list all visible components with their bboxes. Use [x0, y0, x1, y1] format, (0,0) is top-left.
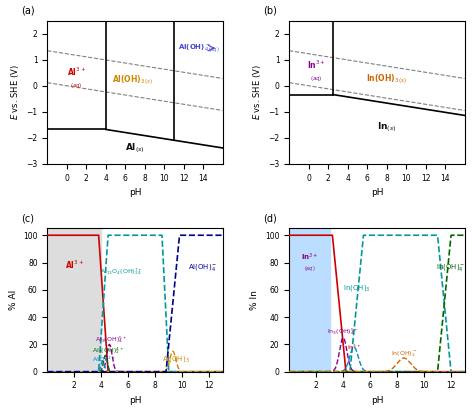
Text: Al(OH)$_3$: Al(OH)$_3$ [162, 354, 189, 364]
Text: In$_3$(OH)$_4^{5+}$: In$_3$(OH)$_4^{5+}$ [327, 326, 359, 337]
Text: Al$_2$(OH)$_2^{4+}$: Al$_2$(OH)$_2^{4+}$ [92, 346, 124, 356]
Text: In$_{(s)}$: In$_{(s)}$ [377, 121, 396, 134]
Text: In$^{3+}$
$_{(aq)}$: In$^{3+}$ $_{(aq)}$ [307, 59, 326, 84]
Text: (c): (c) [21, 213, 34, 223]
Bar [106, 21, 174, 164]
Text: (d): (d) [263, 213, 277, 223]
Text: Al(OH)$^-_{4\,(aq)}$: Al(OH)$^-_{4\,(aq)}$ [178, 42, 219, 54]
Text: Al$^{3+}$: Al$^{3+}$ [65, 259, 84, 271]
Text: Al$_{(s)}$: Al$_{(s)}$ [125, 141, 145, 155]
Bar [174, 21, 223, 164]
Y-axis label: % Al: % Al [9, 290, 18, 310]
Text: (b): (b) [263, 5, 277, 15]
Text: Al(OH)$_{3\,(s)}$: Al(OH)$_{3\,(s)}$ [112, 74, 154, 88]
X-axis label: pH: pH [371, 396, 383, 405]
Text: In$^{3+}$
$_{(aq)}$: In$^{3+}$ $_{(aq)}$ [301, 252, 318, 274]
Text: In(OH)$_4^-$: In(OH)$_4^-$ [437, 262, 465, 273]
Bar [289, 228, 330, 372]
Text: In(OH)$_{3\,(s)}$: In(OH)$_{3\,(s)}$ [366, 72, 407, 86]
Text: Al$_3$(OH)$_4^{5+}$: Al$_3$(OH)$_4^{5+}$ [95, 335, 127, 345]
X-axis label: pH: pH [129, 188, 141, 197]
X-axis label: pH: pH [371, 188, 383, 197]
Text: In$^{3+}$: In$^{3+}$ [346, 343, 361, 352]
Bar [47, 228, 101, 372]
Text: AlOH$^{2+}$: AlOH$^{2+}$ [92, 355, 116, 364]
Bar [47, 21, 106, 164]
Y-axis label: $E$ vs. SHE (V): $E$ vs. SHE (V) [251, 64, 263, 120]
Text: In(OH)$_2^-$: In(OH)$_2^-$ [391, 349, 417, 359]
Y-axis label: % In: % In [250, 290, 259, 310]
Y-axis label: $E$ vs. SHE (V): $E$ vs. SHE (V) [9, 64, 21, 120]
Text: In(OH)$_3$: In(OH)$_3$ [343, 283, 370, 293]
Text: Al(OH)$_4^-$: Al(OH)$_4^-$ [188, 262, 217, 273]
Text: Al$^{3+}$
$_{(aq)}$: Al$^{3+}$ $_{(aq)}$ [67, 65, 86, 90]
X-axis label: pH: pH [129, 396, 141, 405]
Text: (a): (a) [21, 5, 35, 15]
Text: Al$_{13}$O$_4$(OH)$_{24}^{7+}$: Al$_{13}$O$_4$(OH)$_{24}^{7+}$ [100, 266, 143, 277]
